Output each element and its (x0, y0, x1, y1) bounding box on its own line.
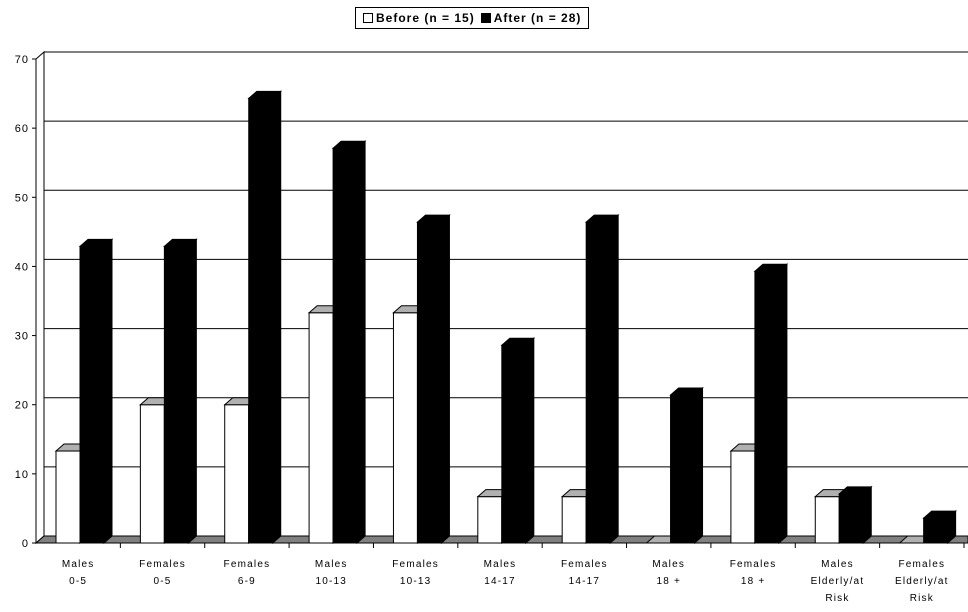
legend-swatch-before (363, 13, 373, 23)
x-tick-label-8-0: Females (730, 559, 777, 570)
bar-after-0-front (79, 245, 105, 544)
bar-before-2-front (224, 404, 250, 544)
x-tick-label-7-0: Males (652, 559, 685, 570)
bar-after-1-front (163, 245, 189, 544)
bar-after-3-side (356, 140, 366, 545)
legend-label-before: Before (n = 15) (376, 11, 475, 25)
x-tick-label-0-0: Males (62, 559, 95, 570)
x-tick-label-1-1: 0-5 (154, 576, 172, 587)
legend-label-after: After (n = 28) (493, 11, 582, 25)
legend: Before (n = 15) After (n = 28) (355, 7, 590, 29)
y-tick-label-6: 60 (15, 123, 29, 135)
bar-after-0-side (103, 238, 113, 545)
legend-swatch-after (480, 13, 491, 23)
x-tick-label-2-0: Females (224, 559, 271, 570)
x-tick-label-4-0: Females (392, 559, 439, 570)
bar-before-8-front (730, 450, 756, 544)
x-tick-label-9-2: Risk (825, 593, 849, 604)
bar-before-0-front (55, 450, 81, 544)
bar-after-2-front (248, 97, 274, 544)
x-tick-label-3-1: 10-13 (315, 576, 347, 587)
bar-after-8-front (754, 270, 780, 544)
y-tick-label-4: 40 (15, 261, 29, 273)
bar-after-9-side (862, 485, 872, 545)
y-tick-label-3: 30 (15, 331, 29, 343)
bar-before-4-front (392, 312, 418, 544)
x-tick-label-10-2: Risk (910, 593, 934, 604)
bar-after-8-side (778, 263, 788, 545)
x-tick-label-3-0: Males (315, 559, 348, 570)
bar-before-6-front (561, 496, 587, 544)
x-tick-label-1-0: Females (139, 559, 186, 570)
x-tick-label-6-0: Females (561, 559, 608, 570)
x-tick-label-5-0: Males (484, 559, 517, 570)
x-tick-label-6-1: 14-17 (569, 576, 601, 587)
legend-item-before: Before (n = 15) (363, 11, 475, 25)
y-tick-label-5: 50 (15, 192, 29, 204)
y-tick-label-1: 10 (15, 469, 29, 481)
bar-after-3-front (332, 147, 358, 544)
y-tick-label-7: 70 (15, 54, 29, 66)
bar-after-4-front (416, 221, 442, 544)
y-tick-label-0: 0 (22, 538, 29, 550)
bar-after-5-side (525, 337, 535, 545)
bar-after-6-side (609, 214, 619, 545)
x-tick-label-0-1: 0-5 (69, 576, 87, 587)
x-tick-label-10-1: Elderly/at (895, 576, 949, 587)
bar-after-2-side (272, 90, 282, 545)
plot-left-wall (35, 50, 45, 545)
x-tick-label-10-0: Females (898, 559, 945, 570)
x-tick-label-7-1: 18 + (656, 576, 681, 587)
x-tick-label-9-1: Elderly/at (811, 576, 865, 587)
bar-after-5-front (501, 344, 527, 544)
x-tick-label-4-1: 10-13 (400, 576, 432, 587)
bar-after-1-side (187, 238, 197, 545)
x-tick-label-8-1: 18 + (741, 576, 766, 587)
bar-before-5-front (477, 496, 503, 544)
bar-after-6-front (585, 221, 611, 544)
bar-before-1-front (139, 404, 165, 544)
x-tick-label-5-1: 14-17 (484, 576, 516, 587)
x-tick-label-9-0: Males (821, 559, 854, 570)
legend-item-after: After (n = 28) (480, 11, 582, 25)
bar-after-9-front (838, 493, 864, 544)
x-tick-label-2-1: 6-9 (238, 576, 256, 587)
y-tick-label-2: 20 (15, 400, 29, 412)
bar-before-9-front (814, 496, 840, 544)
bar-after-4-side (440, 214, 450, 545)
bar-after-7-side (694, 386, 704, 545)
bar-after-10-side (947, 510, 957, 545)
bar-after-10-front (923, 517, 949, 544)
bar-before-3-front (308, 312, 334, 544)
bar-after-7-front (670, 394, 696, 544)
